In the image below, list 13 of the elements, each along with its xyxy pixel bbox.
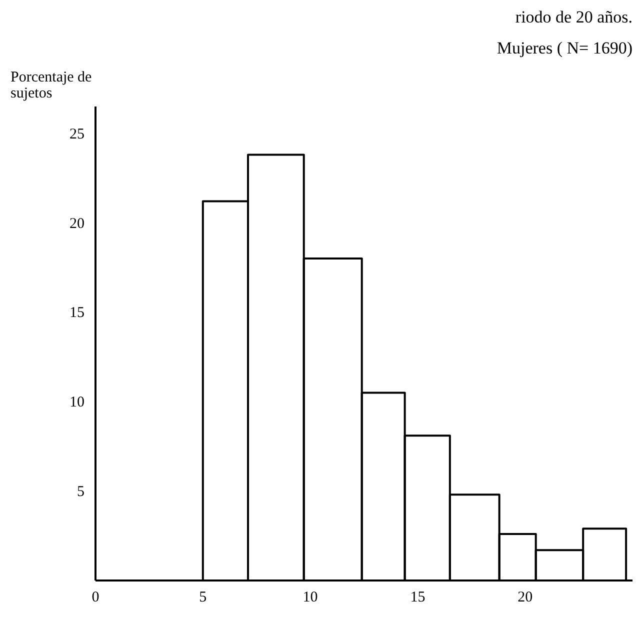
y-tick-label: 25 [70, 126, 84, 142]
x-tick-label: 0 [92, 590, 100, 606]
chart-subtitle: Mujeres ( N= 1690) [496, 38, 633, 58]
y-tick-label: 20 [70, 216, 84, 232]
y-tick-label: 5 [77, 484, 84, 500]
chart-title: riodo de 20 años. [515, 8, 633, 26]
x-tick-label: 15 [410, 590, 426, 606]
x-tick-label: 10 [302, 590, 318, 606]
y-tick-label: 10 [70, 394, 84, 411]
y-tick-label: 15 [70, 305, 84, 322]
x-tick-label: 5 [199, 590, 207, 606]
x-tick-label: 20 [518, 590, 533, 606]
y-axis-title: Porcentaje de sujetos [10, 70, 92, 102]
